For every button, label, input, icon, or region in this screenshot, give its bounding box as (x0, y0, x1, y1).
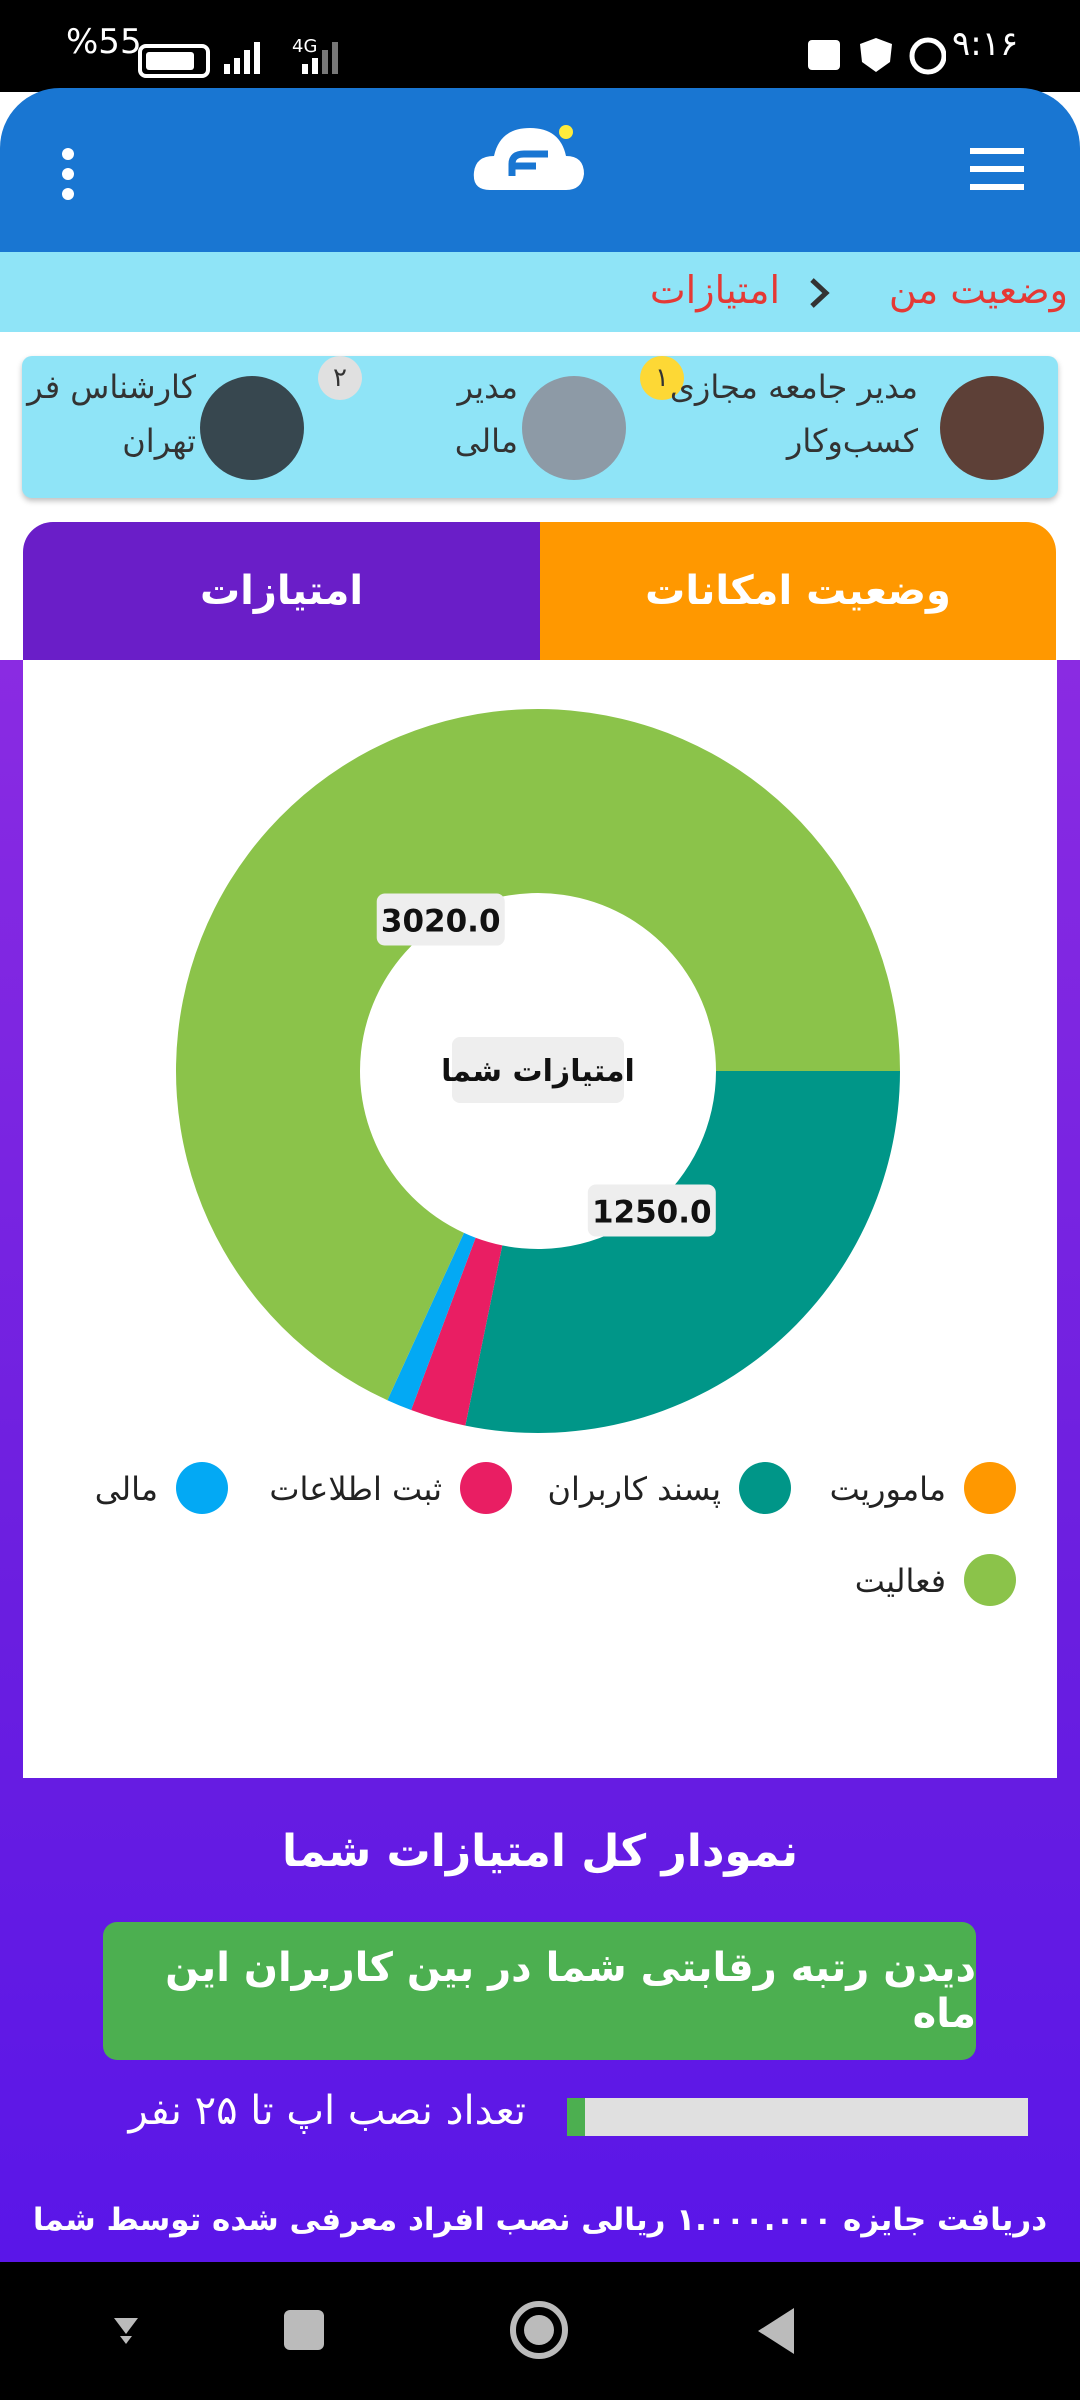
network-type: 4G (292, 36, 318, 57)
legend-swatch (176, 1462, 228, 1514)
legend-label: پسند کاربران (548, 1470, 721, 1508)
tab[interactable]: وضعیت امکانات (540, 522, 1056, 660)
center-label-box (452, 1037, 624, 1103)
donut-slice (411, 1237, 503, 1426)
user-avatar[interactable] (200, 376, 304, 480)
user-subtitle: مالی (454, 422, 518, 460)
battery-icon (138, 44, 210, 78)
progress-track (567, 2098, 1028, 2136)
legend-swatch (460, 1462, 512, 1514)
legend-label: فعالیت (855, 1562, 946, 1600)
legend-label: ماموریت (830, 1470, 946, 1508)
rank-button[interactable]: دیدن رتبه رقابتی شما در بین کاربران این … (103, 1922, 976, 2060)
user-avatar[interactable] (522, 376, 626, 480)
app-bar (0, 88, 1080, 252)
value-label: 1250.0 (592, 1194, 712, 1230)
value-label-box (376, 893, 505, 946)
breadcrumb-parent[interactable]: وضعیت من (888, 268, 1068, 312)
user-subtitle: تهران (122, 422, 196, 460)
user-rank: ۲ (318, 356, 362, 400)
donut-slice (465, 1071, 900, 1433)
nav-accessibility[interactable] (114, 2318, 138, 2344)
signal-icons (224, 42, 338, 74)
nav-back[interactable] (758, 2308, 794, 2354)
breadcrumb-current: امتیازات (649, 268, 780, 312)
nav-icons (114, 2301, 794, 2359)
tab-active[interactable]: امتیازات (23, 522, 540, 660)
progress-label: تعداد نصب اپ تا ۲۵ نفر (128, 2088, 526, 2134)
value-label-box (587, 1184, 716, 1237)
user-avatar[interactable] (940, 376, 1044, 480)
chart-heading: نمودار کل امتیازات شما (281, 1826, 799, 1877)
leaderboard-strip: ۱ مدیر جامعه مجازی کسب‌وکار مدیر مالی ۲ … (22, 356, 1058, 498)
legend-swatch (739, 1462, 791, 1514)
donut-slice (176, 709, 900, 1401)
value-label: 3020.0 (381, 904, 501, 940)
user-rank: ۱ (640, 356, 684, 400)
status-bar: %55 4G ۹:۱۶ (0, 0, 1080, 92)
status-icons (808, 37, 946, 75)
app-logo (473, 125, 584, 190)
progress-fill (567, 2098, 586, 2136)
breadcrumb: وضعیت من امتیازات (0, 252, 1080, 332)
legend-swatch (964, 1462, 1016, 1514)
battery-text: %55 (66, 22, 142, 62)
user-title: کارشناس فر (27, 368, 196, 406)
user-subtitle: کسب‌وکار (786, 422, 918, 460)
legend-label: مالی (95, 1470, 158, 1508)
donut-slice (387, 1232, 476, 1411)
legend-label: ثبت اطلاعات (269, 1470, 442, 1508)
legend-swatch (964, 1554, 1016, 1606)
clock: ۹:۱۶ (952, 24, 1019, 64)
user-title: مدیر جامعه مجازی (669, 368, 918, 406)
breadcrumb-chevron (810, 278, 830, 308)
nav-home[interactable] (510, 2301, 568, 2359)
navigation-bar (0, 2262, 1080, 2400)
nav-recents[interactable] (284, 2310, 324, 2350)
user-title: مدیر (457, 368, 519, 406)
center-label: امتیازات شما (441, 1054, 635, 1089)
more-options[interactable] (58, 146, 78, 202)
chart-card: 1250.0 3020.0 امتیازات شما ماموریت پسند کارب… (23, 660, 1057, 1778)
donut-chart: 1250.0 3020.0 امتیازات شما ماموریت پسند کارب… (95, 709, 1016, 1606)
menu-button[interactable] (970, 148, 1030, 194)
reward-text: دریافت جایزه ۱.۰۰۰.۰۰۰ ریالی نصب افراد م… (32, 2202, 1048, 2238)
